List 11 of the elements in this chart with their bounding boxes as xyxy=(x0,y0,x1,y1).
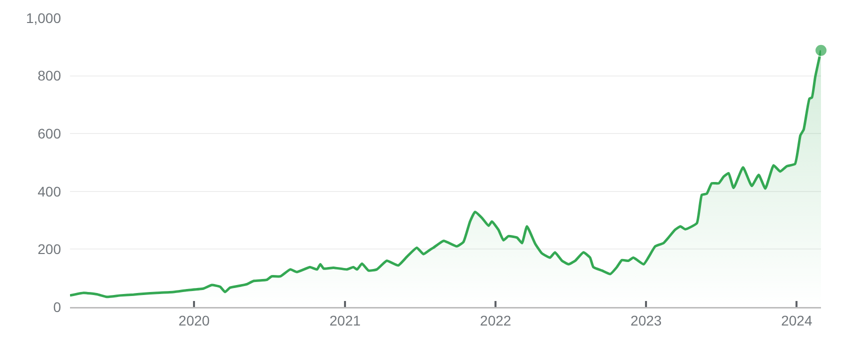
y-tick-label: 400 xyxy=(38,183,62,200)
x-tick-label: 2022 xyxy=(480,312,512,328)
y-tick-label: 200 xyxy=(38,241,62,258)
y-tick-label: 0 xyxy=(53,298,62,315)
y-tick-label: 800 xyxy=(38,68,62,84)
x-tick-label: 2020 xyxy=(178,312,210,328)
y-tick-label: 600 xyxy=(38,126,62,142)
x-tick-label: 2021 xyxy=(330,312,361,328)
x-tick-label: 2023 xyxy=(630,312,662,328)
y-tick-label: 1,000 xyxy=(26,10,62,26)
x-tick-label: 2024 xyxy=(781,312,812,328)
